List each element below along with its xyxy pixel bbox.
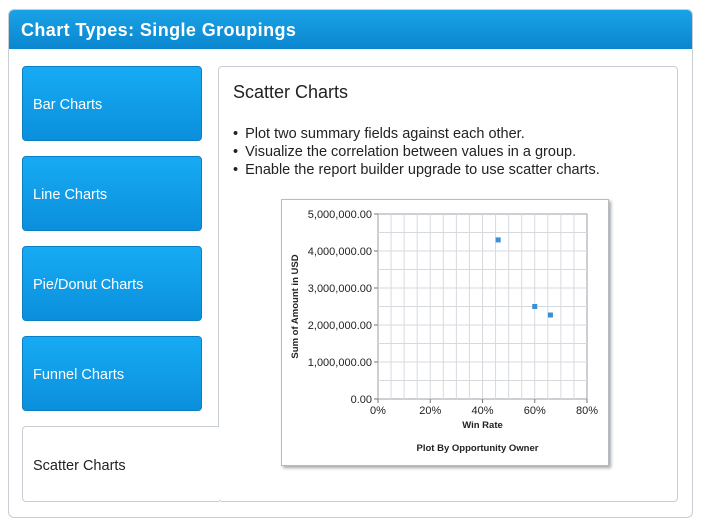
scatter-point	[547, 312, 553, 318]
y-tick-label: 5,000,000.00	[308, 209, 372, 221]
tab-label: Bar Charts	[33, 97, 103, 113]
x-tick-label: 60%	[524, 405, 546, 417]
y-tick-label: 3,000,000.00	[308, 283, 372, 295]
chart-title: Plot By Opportunity Owner	[417, 443, 539, 454]
tab-bar-charts[interactable]: Bar Charts	[22, 66, 202, 141]
y-tick-label: 4,000,000.00	[308, 246, 372, 258]
x-tick-label: 0%	[370, 405, 386, 417]
y-tick-label: 2,000,000.00	[308, 320, 372, 332]
tab-label: Pie/Donut Charts	[33, 277, 144, 293]
bullet-list: Plot two summary fields against each oth…	[233, 125, 600, 179]
bullet-item: Plot two summary fields against each oth…	[233, 125, 600, 143]
y-axis-label: Sum of Amount in USD	[290, 254, 301, 358]
bullet-item: Visualize the correlation between values…	[233, 143, 600, 161]
tab-label: Scatter Charts	[33, 458, 126, 474]
page-title: Chart Types: Single Groupings	[9, 10, 692, 49]
scatter-point	[532, 304, 538, 309]
tab-label: Funnel Charts	[33, 367, 125, 383]
scatter-point	[495, 237, 501, 243]
y-tick-label: 1,000,000.00	[308, 357, 372, 369]
bullet-item: Enable the report builder upgrade to use…	[233, 161, 600, 179]
tab-label: Line Charts	[33, 187, 108, 203]
scatter-chart-svg: 0.00 1,000,000.00 2,000,000.00 3,000,000.00…	[290, 209, 598, 454]
x-tick-label: 40%	[471, 405, 493, 417]
x-tick-label: 20%	[419, 405, 441, 417]
y-tick-label: 0.00	[351, 394, 372, 406]
scatter-chart: 0.00 1,000,000.00 2,000,000.00 3,000,000.00…	[281, 199, 609, 466]
content-title: Scatter Charts	[233, 82, 349, 102]
tab-scatter-charts[interactable]: Scatter Charts	[22, 426, 219, 502]
x-tick-label: 80%	[576, 405, 598, 417]
x-axis-label: Win Rate	[462, 420, 503, 431]
tab-funnel-charts[interactable]: Funnel Charts	[22, 336, 202, 411]
tab-line-charts[interactable]: Line Charts	[22, 156, 202, 231]
tab-pie-donut-charts[interactable]: Pie/Donut Charts	[22, 246, 202, 321]
